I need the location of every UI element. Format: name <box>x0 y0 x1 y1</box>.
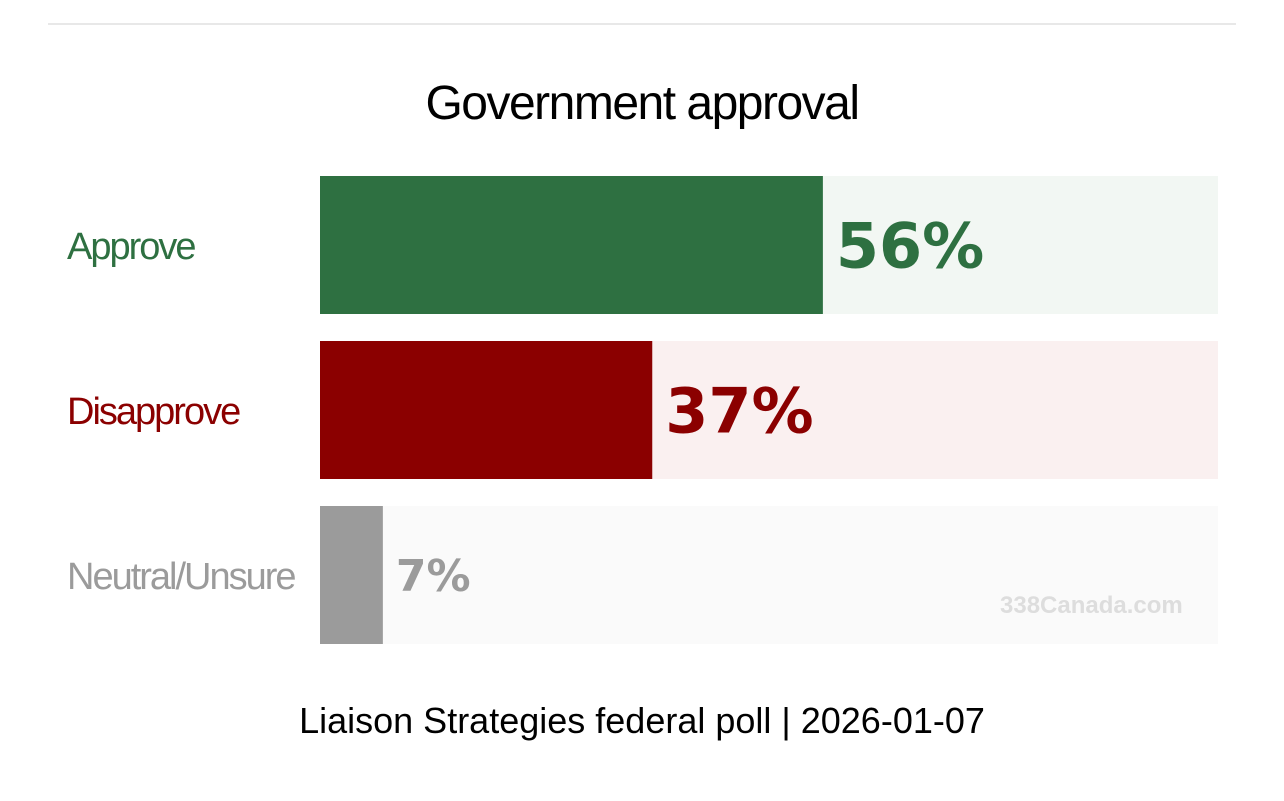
bar-disapprove <box>320 341 653 479</box>
watermark: 338Canada.com <box>1000 592 1183 619</box>
bar-track-neutral-unsure <box>320 506 1218 644</box>
bar-approve <box>320 176 823 314</box>
value-label-neutral-unsure: 7% <box>396 551 471 602</box>
value-label-disapprove: 37% <box>665 374 813 447</box>
value-label-approve: 56% <box>836 209 984 282</box>
bar-neutral-unsure <box>320 506 383 644</box>
category-label-disapprove: Disapprove <box>67 391 240 433</box>
chart-title: Government approval <box>425 77 860 130</box>
category-label-neutral-unsure: Neutral/Unsure <box>67 556 295 598</box>
top-divider <box>48 23 1236 25</box>
category-label-approve: Approve <box>67 226 195 268</box>
chart-subtitle: Liaison Strategies federal poll | 2026-0… <box>299 700 985 741</box>
